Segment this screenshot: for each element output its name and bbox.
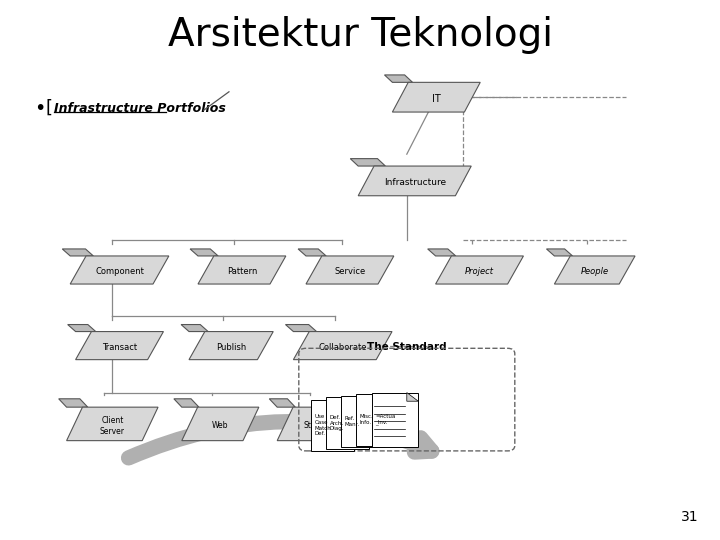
Polygon shape <box>174 399 199 407</box>
Polygon shape <box>436 256 523 284</box>
Polygon shape <box>277 407 358 441</box>
Polygon shape <box>546 249 572 256</box>
Text: The Standard: The Standard <box>367 342 446 352</box>
Text: Infrastructure: Infrastructure <box>384 178 446 187</box>
Polygon shape <box>198 256 286 284</box>
Polygon shape <box>358 166 471 195</box>
Text: Publish: Publish <box>216 343 246 352</box>
Polygon shape <box>190 249 218 256</box>
Text: Collaborate: Collaborate <box>318 343 367 352</box>
Polygon shape <box>350 159 385 166</box>
Text: IT: IT <box>432 94 441 104</box>
Text: Client
Server: Client Server <box>100 416 125 436</box>
Polygon shape <box>554 256 635 284</box>
Text: Use
Case
Match
Def.: Use Case Match Def. <box>315 414 331 436</box>
Text: Infrastructure Portfolios: Infrastructure Portfolios <box>54 102 226 114</box>
FancyBboxPatch shape <box>311 400 354 451</box>
Polygon shape <box>71 256 168 284</box>
Polygon shape <box>428 249 456 256</box>
Text: 31: 31 <box>681 510 698 524</box>
Polygon shape <box>66 407 158 441</box>
Polygon shape <box>388 394 400 403</box>
Polygon shape <box>76 332 163 360</box>
Text: =Actua
_Inv.: =Actua _Inv. <box>375 414 395 426</box>
Text: Web: Web <box>212 421 228 430</box>
Polygon shape <box>269 399 295 407</box>
Polygon shape <box>298 249 326 256</box>
Text: Pattern: Pattern <box>227 267 257 276</box>
Polygon shape <box>181 325 208 332</box>
Text: Project: Project <box>465 267 494 276</box>
Polygon shape <box>285 325 317 332</box>
Polygon shape <box>407 393 418 401</box>
Polygon shape <box>68 325 96 332</box>
FancyBboxPatch shape <box>341 396 384 447</box>
Polygon shape <box>358 397 369 406</box>
Polygon shape <box>59 399 88 407</box>
Text: Arsitektur Teknologi: Arsitektur Teknologi <box>168 16 552 54</box>
FancyBboxPatch shape <box>326 397 369 449</box>
Text: Stream: Stream <box>304 421 331 430</box>
Polygon shape <box>189 332 274 360</box>
Text: Def.
Arch.
Diag.: Def. Arch. Diag. <box>330 415 344 431</box>
Polygon shape <box>373 396 384 404</box>
Text: [: [ <box>45 99 53 117</box>
Text: Misc.
Info.: Misc. Info. <box>360 415 374 426</box>
FancyBboxPatch shape <box>356 394 400 446</box>
Text: Service: Service <box>334 267 366 276</box>
Polygon shape <box>392 82 480 112</box>
Polygon shape <box>343 400 354 408</box>
Polygon shape <box>384 75 413 82</box>
Polygon shape <box>181 407 259 441</box>
Text: Transact: Transact <box>102 343 137 352</box>
Polygon shape <box>306 256 394 284</box>
Text: Ref.
Manr.: Ref. Manr. <box>345 416 360 427</box>
Polygon shape <box>63 249 94 256</box>
Polygon shape <box>294 332 392 360</box>
Text: People: People <box>580 267 609 276</box>
FancyBboxPatch shape <box>372 393 418 447</box>
Text: •: • <box>34 98 45 118</box>
Text: Component: Component <box>95 267 144 276</box>
